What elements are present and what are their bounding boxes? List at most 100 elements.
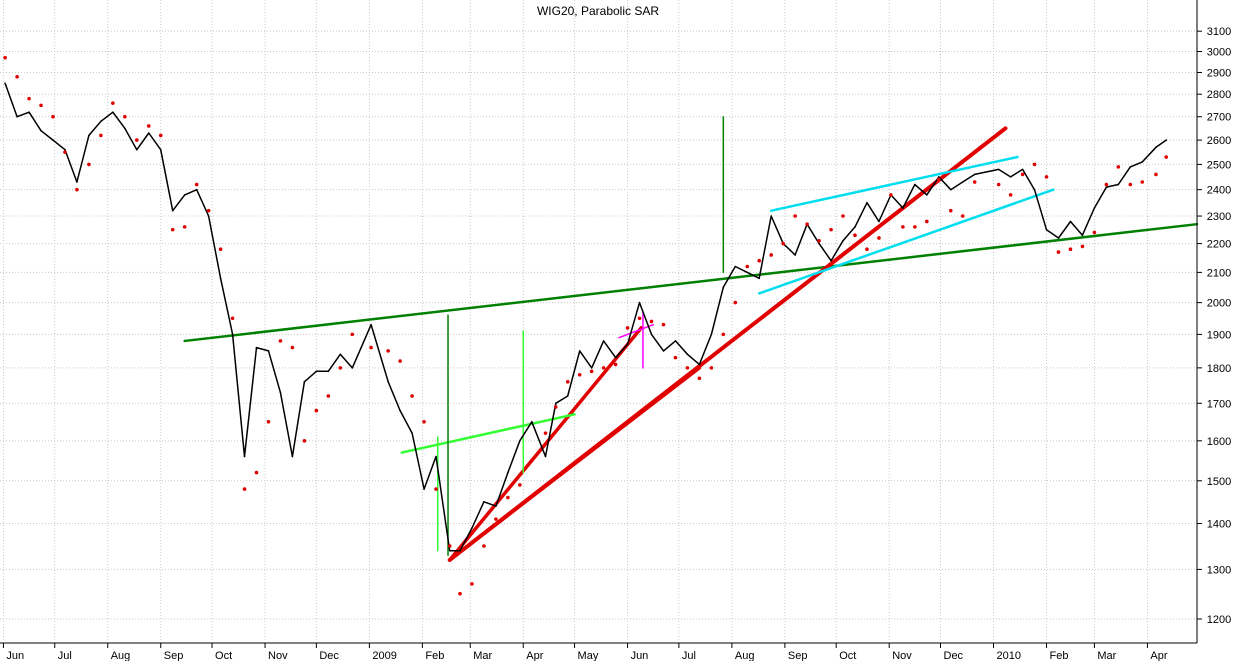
sar-dot [1104,182,1109,187]
price-point [578,350,581,352]
sar-dot [470,582,474,586]
price-point [854,226,856,228]
price-point [448,549,451,552]
price-point [267,350,270,352]
sar-dot [1044,175,1049,179]
sar-dot [829,227,833,232]
price-point [674,340,677,342]
sar-dot [1068,247,1073,252]
y-tick-label: 1300 [1207,564,1231,576]
sar-dot [218,247,223,252]
x-tick-label: Aug [111,650,131,661]
sar-dot [99,133,103,138]
price-point [746,271,749,274]
price-point [758,277,761,280]
price-point [1155,146,1157,149]
price-point [1165,139,1168,141]
price-point [303,380,306,383]
sar-dot [182,225,187,229]
price-point [734,265,737,268]
sar-dot [1140,180,1145,184]
price-point [291,455,294,458]
sar-dot [853,233,857,237]
sar-dot [709,366,714,370]
price-point [171,209,174,212]
price-point [794,254,796,256]
sar-dot [302,439,307,443]
sar-dot [613,362,618,367]
price-point [519,440,521,442]
price-point [662,350,665,352]
price-point [351,367,354,369]
price-point [52,139,54,141]
sar-dot [194,182,199,187]
grid-layer [0,0,1197,640]
sar-dot [1080,244,1085,249]
sar-dot [553,405,558,409]
sar-dot [326,394,331,398]
price-point [136,148,138,151]
price-point [195,188,198,191]
sar-dot [865,247,869,252]
sar-dot [434,487,438,491]
price-point [1117,183,1120,186]
sar-dot [625,326,630,330]
sar-dot [170,227,175,232]
sar-dot [745,264,750,269]
sar-dot [63,150,67,154]
sar-dot [1164,155,1169,159]
trendline [400,413,576,454]
sar-dot [27,96,31,101]
sar-dot [458,591,462,596]
price-point [722,286,725,289]
sar-dot [230,316,235,321]
y-tick-label: 1500 [1207,476,1231,488]
y-tick-label: 2900 [1207,67,1231,79]
sar-dot [996,182,1001,187]
x-tick-label: Jul [58,650,72,661]
price-point [1057,237,1060,239]
sar-dot [948,208,953,213]
x-tick-label: Dec [319,650,339,661]
price-point [147,132,150,134]
sar-dot [805,222,809,226]
x-tick-label: Nov [268,650,288,661]
x-tick-label: 2010 [997,650,1021,661]
annotation-layer [183,115,1199,562]
sar-dot [781,241,785,246]
x-tick-label: Jun [6,650,24,661]
price-point [1093,207,1096,209]
y-tick-label: 2100 [1207,267,1231,279]
price-point [423,488,425,490]
x-tick-label: Oct [215,650,232,661]
sar-dot [757,258,762,263]
price-point [1045,228,1048,231]
sar-dot [3,55,7,60]
y-tick-label: 1900 [1207,329,1231,341]
sar-dot [697,376,702,381]
price-point [544,455,547,458]
price-point [590,367,593,369]
price-point [88,134,90,137]
y-tick-label: 2200 [1207,239,1231,251]
sar-dot [913,225,917,229]
sar-dot [51,114,55,119]
sar-dot [290,345,295,350]
y-tick-label: 1600 [1207,436,1231,448]
sar-dot [338,366,343,370]
trendline [757,188,1055,295]
sar-dot [146,124,151,128]
price-point [1033,188,1036,191]
x-tick-label: Jul [682,650,696,661]
y-tick-label: 3000 [1207,46,1231,58]
price-point [926,194,928,196]
trendline [769,155,1019,212]
sar-dot [254,470,259,475]
price-point [710,333,713,336]
price-point [411,432,413,434]
price-point [435,455,437,458]
price-point [686,353,689,356]
x-tick-label: Apr [526,650,543,661]
